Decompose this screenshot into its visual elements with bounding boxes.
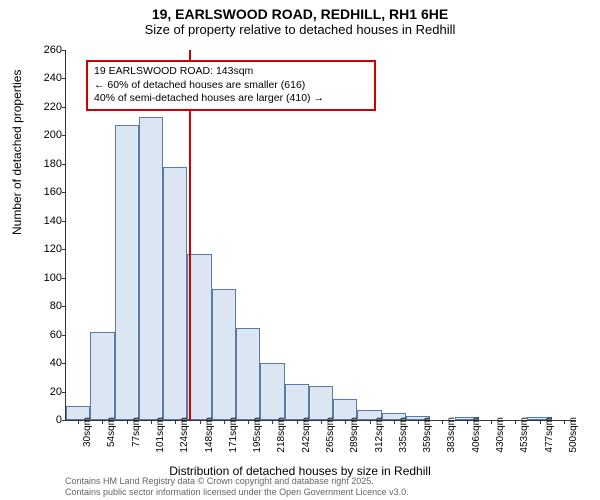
plot-region: 02040608010012014016018020022024026030sq… — [65, 50, 576, 421]
chart-title: 19, EARLSWOOD ROAD, REDHILL, RH1 6HE — [0, 0, 600, 22]
y-tick-label: 200 — [28, 129, 62, 141]
histogram-bar — [309, 386, 333, 420]
x-tick-label: 289sqm — [349, 417, 360, 453]
x-tick-label: 54sqm — [106, 417, 117, 447]
x-tick-label: 30sqm — [82, 417, 93, 447]
y-tick-mark — [62, 249, 66, 250]
x-tick-mark — [127, 420, 128, 424]
x-tick-label: 359sqm — [422, 417, 433, 453]
y-tick-mark — [62, 107, 66, 108]
credits-line: Contains public sector information licen… — [65, 487, 409, 498]
x-tick-label: 218sqm — [276, 417, 287, 453]
x-tick-label: 453sqm — [519, 417, 530, 453]
y-tick-mark — [62, 135, 66, 136]
credits-line: Contains HM Land Registry data © Crown c… — [65, 476, 409, 487]
x-tick-label: 406sqm — [471, 417, 482, 453]
y-tick-label: 240 — [28, 72, 62, 84]
y-tick-mark — [62, 420, 66, 421]
histogram-bar — [187, 254, 211, 421]
y-tick-mark — [62, 164, 66, 165]
y-tick-mark — [62, 221, 66, 222]
x-tick-label: 383sqm — [446, 417, 457, 453]
x-tick-label: 242sqm — [301, 417, 312, 453]
y-tick-mark — [62, 192, 66, 193]
y-tick-label: 40 — [28, 357, 62, 369]
y-tick-label: 80 — [28, 300, 62, 312]
histogram-bar — [212, 289, 236, 420]
x-tick-mark — [370, 420, 371, 424]
y-tick-mark — [62, 363, 66, 364]
x-tick-mark — [345, 420, 346, 424]
x-tick-mark — [418, 420, 419, 424]
y-tick-mark — [62, 50, 66, 51]
x-tick-mark — [175, 420, 176, 424]
x-tick-mark — [224, 420, 225, 424]
y-tick-label: 140 — [28, 215, 62, 227]
x-tick-mark — [321, 420, 322, 424]
x-tick-label: 77sqm — [131, 417, 142, 447]
y-tick-label: 260 — [28, 44, 62, 56]
x-tick-label: 124sqm — [179, 417, 190, 453]
histogram-bar — [163, 167, 187, 420]
histogram-bar — [260, 363, 284, 420]
x-tick-mark — [442, 420, 443, 424]
chart-subtitle: Size of property relative to detached ho… — [0, 22, 600, 41]
x-tick-mark — [200, 420, 201, 424]
x-tick-label: 171sqm — [228, 417, 239, 453]
y-tick-label: 60 — [28, 329, 62, 341]
y-tick-mark — [62, 392, 66, 393]
x-tick-label: 335sqm — [398, 417, 409, 453]
x-tick-mark — [248, 420, 249, 424]
info-line: 19 EARLSWOOD ROAD: 143sqm — [94, 65, 368, 79]
y-tick-mark — [62, 335, 66, 336]
x-tick-mark — [491, 420, 492, 424]
y-tick-label: 160 — [28, 186, 62, 198]
y-tick-mark — [62, 306, 66, 307]
histogram-bar — [115, 125, 139, 420]
y-axis-label: Number of detached properties — [10, 70, 24, 235]
y-tick-label: 180 — [28, 158, 62, 170]
x-tick-label: 312sqm — [374, 417, 385, 453]
x-tick-mark — [564, 420, 565, 424]
x-tick-label: 101sqm — [155, 417, 166, 453]
x-tick-mark — [467, 420, 468, 424]
x-tick-mark — [272, 420, 273, 424]
x-tick-mark — [151, 420, 152, 424]
x-tick-label: 430sqm — [495, 417, 506, 453]
histogram-bar — [236, 328, 260, 421]
y-tick-label: 20 — [28, 386, 62, 398]
x-tick-label: 500sqm — [568, 417, 579, 453]
y-tick-label: 220 — [28, 101, 62, 113]
y-tick-mark — [62, 278, 66, 279]
credits: Contains HM Land Registry data © Crown c… — [65, 476, 409, 498]
x-tick-label: 477sqm — [544, 417, 555, 453]
y-tick-label: 100 — [28, 272, 62, 284]
y-tick-label: 0 — [28, 414, 62, 426]
info-line: 40% of semi-detached houses are larger (… — [94, 92, 368, 106]
info-line: ← 60% of detached houses are smaller (61… — [94, 79, 368, 93]
x-tick-mark — [394, 420, 395, 424]
histogram-bar — [90, 332, 114, 420]
property-info-box: 19 EARLSWOOD ROAD: 143sqm← 60% of detach… — [86, 60, 376, 111]
x-tick-mark — [515, 420, 516, 424]
y-tick-label: 120 — [28, 243, 62, 255]
x-tick-mark — [297, 420, 298, 424]
x-tick-mark — [102, 420, 103, 424]
x-tick-label: 195sqm — [252, 417, 263, 453]
x-tick-label: 265sqm — [325, 417, 336, 453]
y-tick-mark — [62, 78, 66, 79]
histogram-bar — [285, 384, 309, 420]
x-tick-mark — [78, 420, 79, 424]
x-tick-mark — [540, 420, 541, 424]
chart-area: 02040608010012014016018020022024026030sq… — [65, 50, 575, 420]
histogram-bar — [139, 117, 163, 420]
x-tick-label: 148sqm — [204, 417, 215, 453]
